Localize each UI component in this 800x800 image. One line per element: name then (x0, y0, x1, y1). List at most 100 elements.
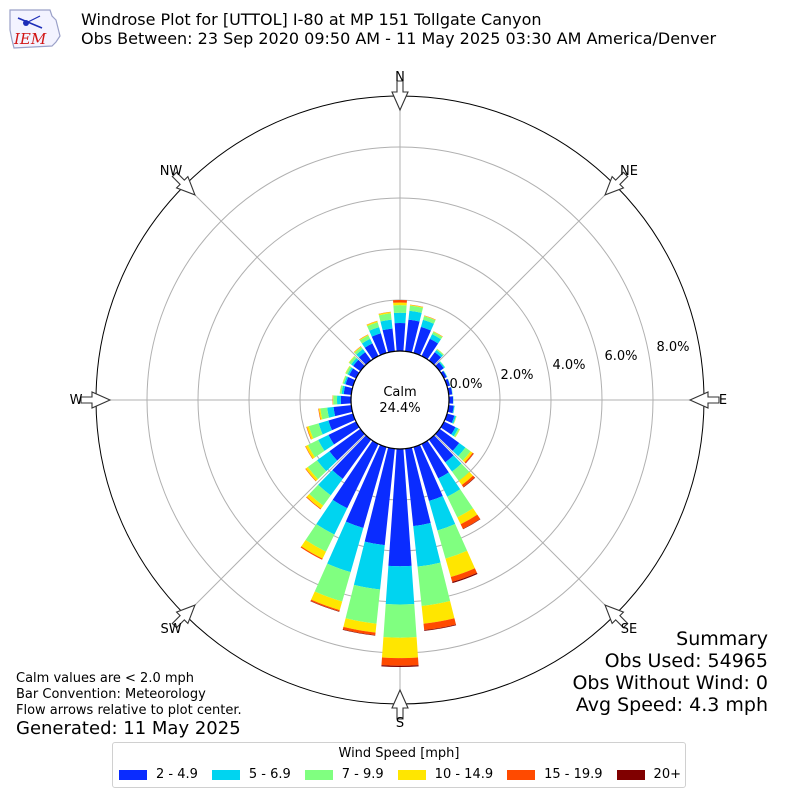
wind-bar-segment (388, 448, 412, 567)
legend-label: 5 - 6.9 (248, 767, 291, 782)
wind-bar-segment (438, 361, 445, 369)
wind-bar-segment (435, 428, 460, 451)
wind-bar-segment (318, 470, 343, 496)
direction-labels: N NE E SE S SW W NW (70, 70, 728, 731)
wind-bar-segment (435, 362, 444, 372)
legend-label: 20+ (653, 767, 681, 782)
wind-bar-segment (383, 604, 417, 638)
radial-tick-label: 2.0% (500, 368, 533, 383)
wind-bar-segment (306, 496, 321, 510)
wind-bar-segment (452, 443, 466, 457)
wind-bar-segment (465, 453, 474, 464)
wind-bar-segment (451, 387, 453, 395)
wind-bar-segment (417, 562, 451, 606)
calm-value: 24.4% (379, 401, 420, 416)
wind-bar-segment (343, 618, 377, 633)
note-calm: Calm values are < 2.0 mph (16, 671, 195, 686)
wind-bar-segment (310, 600, 340, 612)
legend-item: 7 - 9.9 (304, 767, 384, 782)
wind-bar-segment (316, 499, 348, 535)
legend-item: 5 - 6.9 (211, 767, 291, 782)
wind-bar-segment (444, 413, 455, 424)
wind-bar-segment (452, 405, 455, 414)
direction-label: NE (620, 164, 638, 179)
direction-label: S (396, 716, 404, 731)
wind-bar-segment (305, 468, 317, 482)
direction-label: N (395, 70, 405, 85)
wind-bar-segment (433, 331, 443, 338)
wind-bar-segment (440, 421, 456, 435)
legend-swatch (119, 769, 147, 780)
legend-label: 15 - 19.9 (544, 767, 603, 782)
wind-bar-segment (458, 447, 471, 461)
notes: Calm values are < 2.0 mph Bar Convention… (16, 671, 242, 719)
wind-bar-segment (432, 331, 443, 340)
iem-logo: IEM (6, 6, 64, 52)
summary-heading: Summary (676, 628, 768, 650)
wind-bar-segment (408, 310, 422, 322)
wind-bar-segment (451, 387, 453, 395)
wind-bar-segment (306, 426, 314, 440)
wind-bar-segment (345, 444, 387, 528)
wind-bar-segment (462, 518, 481, 530)
wind-bar-segment (345, 366, 352, 375)
legend-label: 10 - 14.9 (434, 767, 494, 782)
wind-bar-segment (393, 305, 407, 313)
radial-tick-label: 4.0% (552, 358, 585, 373)
wind-bar-segment (405, 447, 431, 527)
wind-bar-segment (300, 546, 323, 560)
wind-bar-segment (353, 541, 385, 590)
wind-bar-segment (448, 396, 454, 404)
wind-bar-segment (332, 395, 334, 405)
radial-tick-labels: 0.0% 2.0% 4.0% 6.0% 8.0% (449, 340, 689, 392)
wind-bar-segment (461, 475, 475, 488)
wind-bar-segment (428, 435, 454, 463)
wind-bar-segment (332, 435, 372, 479)
summary-avg-speed: Avg Speed: 4.3 mph (575, 694, 768, 716)
wind-bar-segment (447, 378, 451, 386)
wind-bar-segment (364, 447, 395, 546)
calm-circle (350, 350, 450, 450)
direction-arrow-icon (171, 171, 196, 196)
wind-bar-segment (336, 395, 341, 405)
wind-bar-segment (433, 331, 443, 337)
direction-arrow-icon (604, 171, 629, 196)
wind-bar-segment (342, 375, 347, 384)
wind-bar-segment (314, 563, 351, 602)
wind-bar-segment (437, 348, 444, 355)
wind-bar-segment (443, 370, 448, 378)
wind-bar-segment (464, 452, 474, 464)
wind-bar-segment (353, 346, 362, 353)
wind-bar-segment (457, 508, 478, 525)
wind-bars (300, 299, 481, 668)
wind-bar-segment (429, 334, 441, 344)
wind-bar-segment (440, 370, 447, 379)
wind-bar-segment (353, 346, 362, 353)
legend-item: 10 - 14.9 (397, 767, 494, 782)
wind-bar-segment (308, 423, 323, 439)
legend-label: 7 - 9.9 (341, 767, 384, 782)
direction-label: SW (160, 622, 181, 637)
chart-title: Windrose Plot for [UTTOL] I-80 at MP 151… (81, 10, 542, 29)
wind-bar-segment (318, 420, 332, 435)
calm-label: Calm (383, 385, 416, 400)
wind-bar-segment (356, 349, 366, 358)
wind-bar-segment (341, 385, 346, 395)
wind-bar-segment (339, 385, 342, 394)
wind-bar-segment (393, 299, 407, 303)
wind-bar-segment (453, 428, 460, 438)
note-convention: Bar Convention: Meteorology (16, 687, 206, 702)
radial-tick-label: 0.0% (449, 377, 482, 392)
wind-bar-segment (437, 523, 468, 559)
wind-bar-segment (434, 350, 443, 358)
wind-bar-segment (307, 439, 325, 458)
wind-bar-segment (454, 429, 461, 438)
chart-subtitle: Obs Between: 23 Sep 2020 09:50 AM - 11 M… (81, 29, 717, 48)
legend-swatch (397, 769, 426, 780)
wind-bar-segment (366, 320, 378, 325)
wind-bar-segment (444, 378, 451, 387)
wind-bar-segment (317, 451, 338, 472)
legend-swatch (507, 769, 536, 780)
wind-bar-segment (318, 408, 323, 420)
